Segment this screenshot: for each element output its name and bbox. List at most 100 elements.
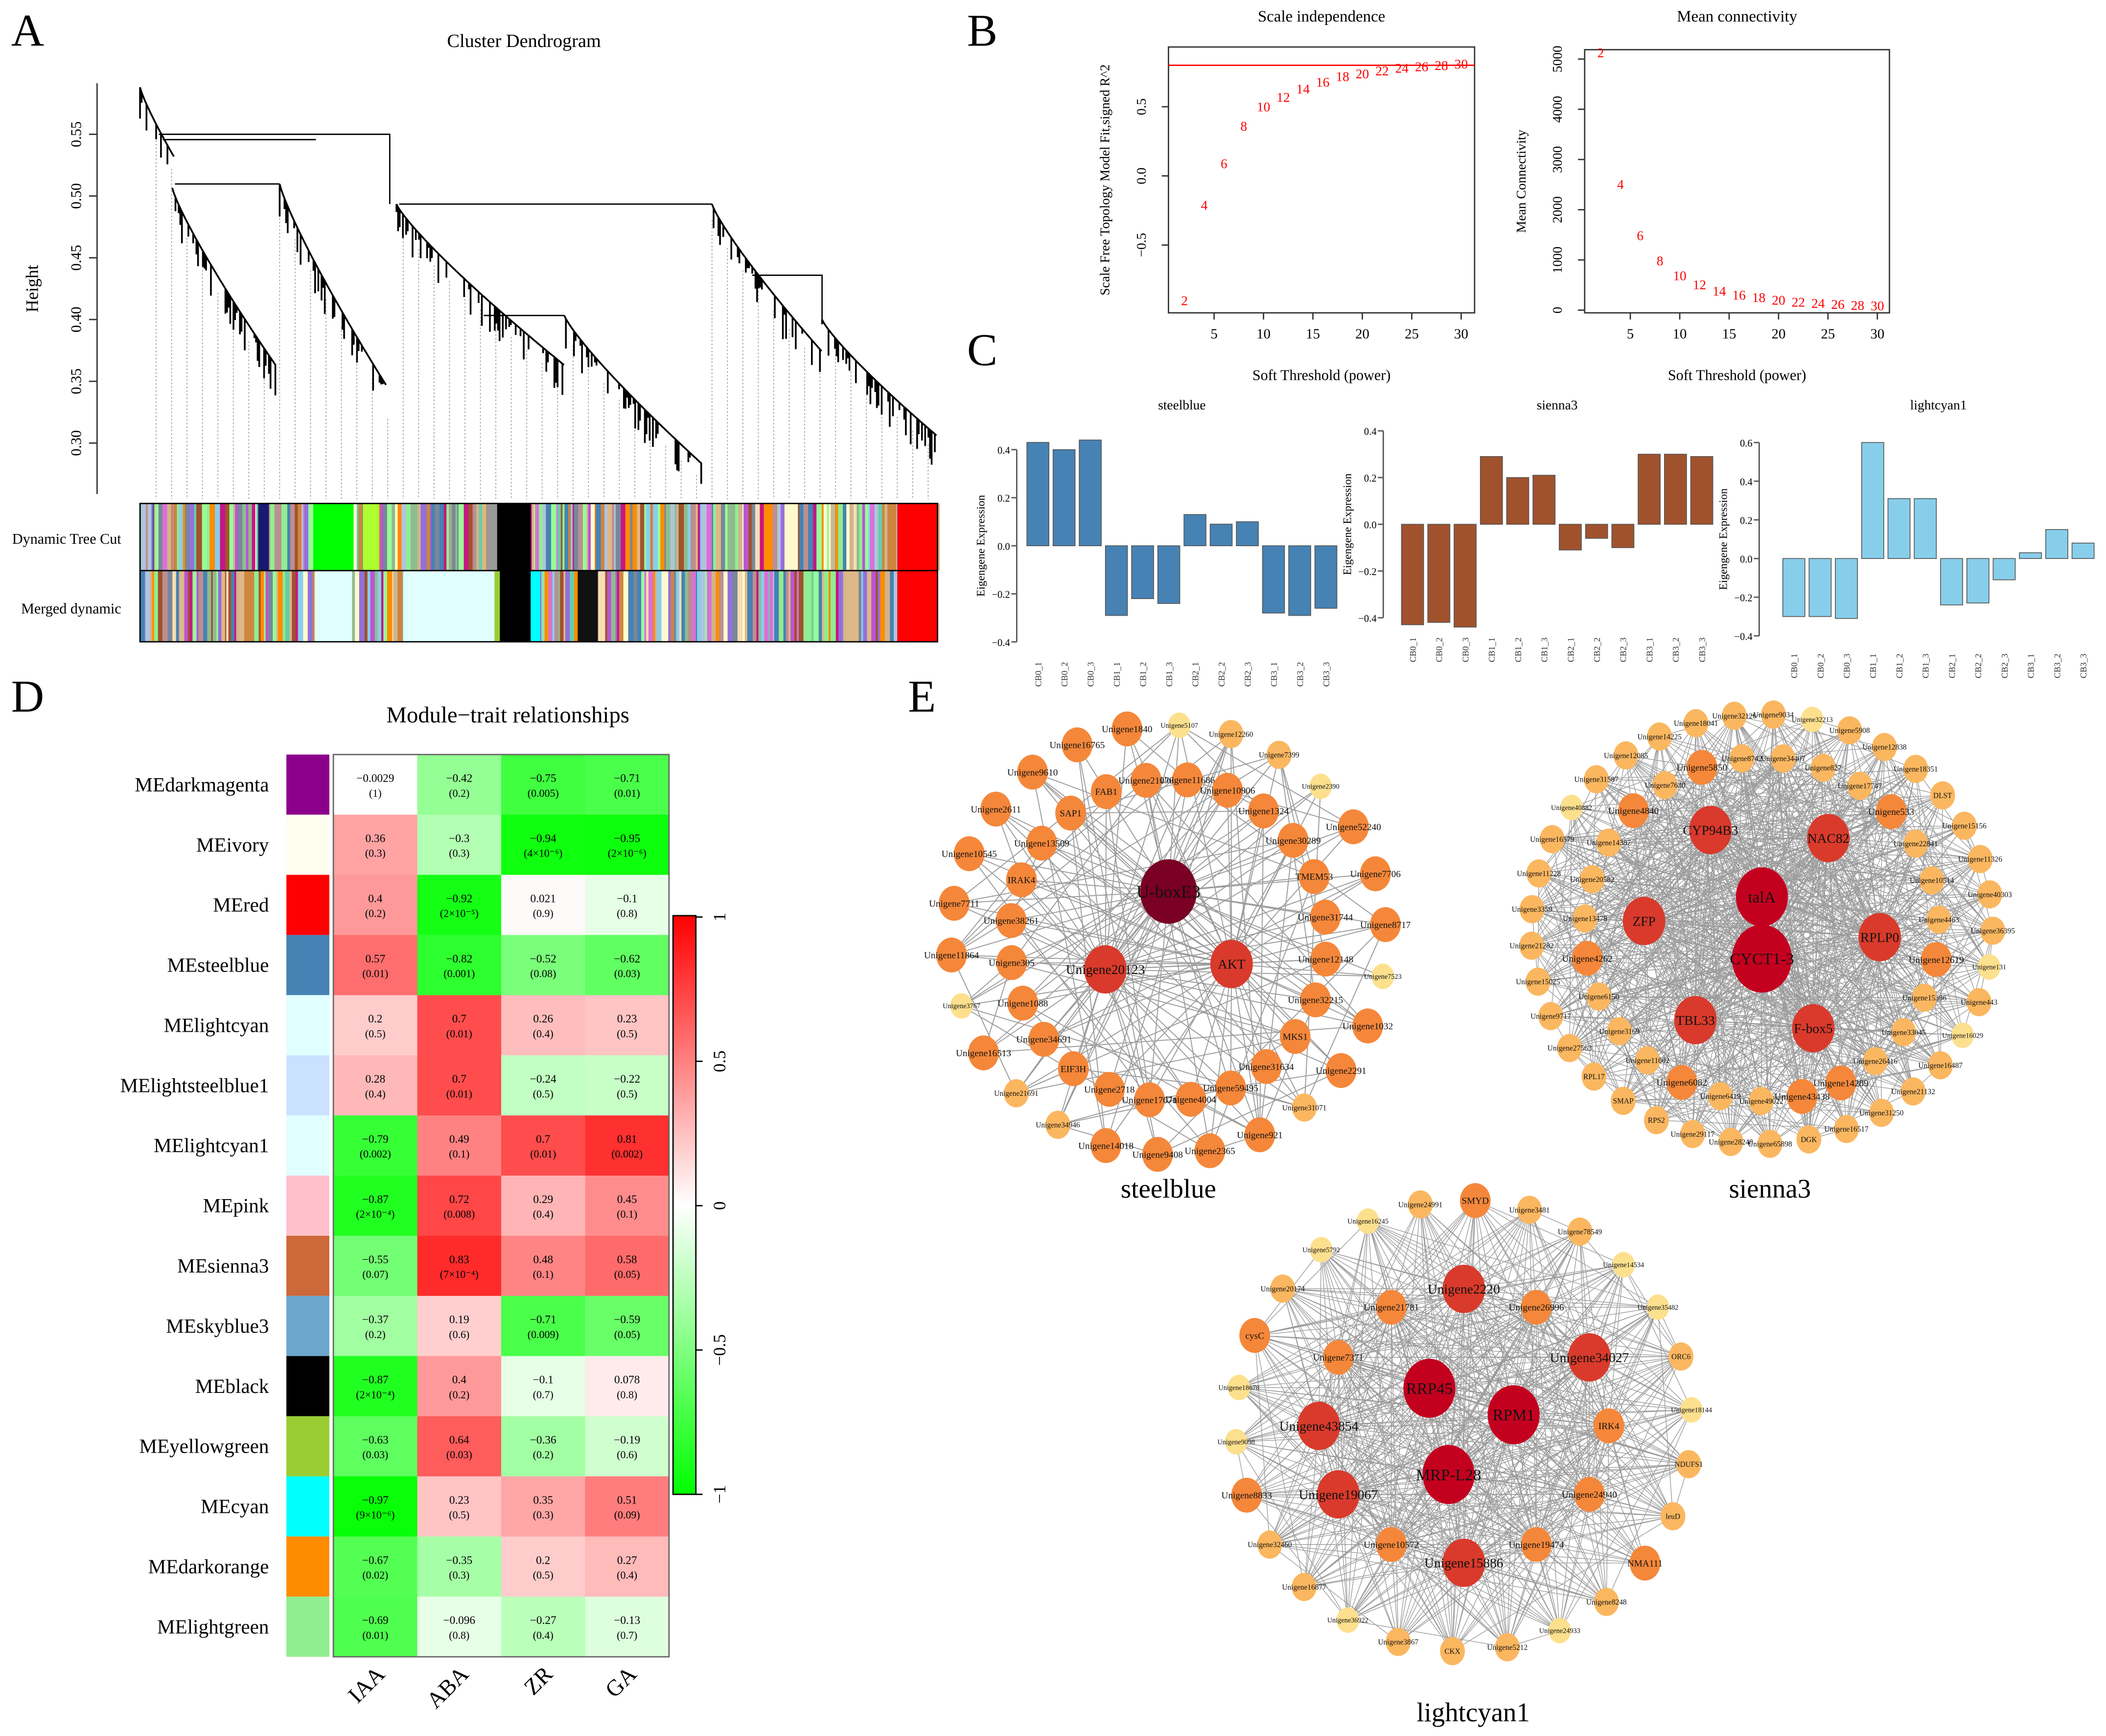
gene-node: CYCT1-3 xyxy=(1730,925,1794,993)
correlation-value: −0.24 xyxy=(530,1073,556,1086)
correlation-value: −0.0029 xyxy=(356,772,394,785)
x-tick-label: 25 xyxy=(1405,326,1419,342)
gene-node-label: Unigene8833 xyxy=(1221,1491,1272,1501)
gene-node: Unigene33045 xyxy=(1881,1018,1926,1046)
gene-node: ZFP xyxy=(1622,897,1666,946)
gene-node: RRP45 xyxy=(1403,1359,1456,1418)
gene-node-label: Unigene10545 xyxy=(942,849,997,859)
module-color-stripe xyxy=(358,503,363,571)
gene-node: Unigene28248 xyxy=(1709,1128,1753,1157)
module-color-stripe xyxy=(533,503,536,571)
module-color-stripe xyxy=(697,503,701,571)
module-color-stripe xyxy=(768,503,773,571)
module-color-stripe xyxy=(231,570,235,642)
module-color-stripe xyxy=(215,503,221,571)
heatmap-cell xyxy=(333,1536,418,1597)
y-tick-label: −0.2 xyxy=(1358,567,1376,578)
module-color-stripe xyxy=(260,570,265,642)
gene-node: Unigene27563 xyxy=(1548,1034,1592,1063)
gene-node-circle xyxy=(1718,1128,1743,1157)
gene-node: FAB1 xyxy=(1090,774,1122,810)
gene-node-circle xyxy=(1611,1087,1636,1115)
correlation-value: 0.19 xyxy=(449,1314,469,1326)
gene-node-label: Unigene14018 xyxy=(1078,1141,1134,1151)
module-color-stripe xyxy=(774,570,780,642)
colorbar-tick-label: 1 xyxy=(710,913,729,922)
gene-node-label: Unigene7706 xyxy=(1350,869,1401,880)
gene-node-circle xyxy=(1676,1450,1701,1479)
p-value: (0.5) xyxy=(365,1027,386,1040)
p-value: (0.6) xyxy=(449,1328,469,1341)
y-tick-label: 5000 xyxy=(1550,46,1565,72)
p-value: (0.5) xyxy=(617,1027,637,1040)
correlation-value: −0.87 xyxy=(362,1193,389,1206)
module-color-stripe xyxy=(570,570,575,642)
category-label: CB3_1 xyxy=(2026,653,2036,678)
gene-node-label: Unigene16765 xyxy=(1049,741,1105,751)
gene-node: Unigene34691 xyxy=(1016,1021,1071,1057)
p-value: (0.2) xyxy=(449,1389,469,1401)
gene-node: Unigene21282 xyxy=(1509,931,1554,960)
gene-node-label: FAB1 xyxy=(1095,787,1117,797)
gene-node: Unigene5908 xyxy=(1829,716,1870,745)
gene-node: Unigene131 xyxy=(1972,954,2006,980)
correlation-value: 0.57 xyxy=(365,952,385,965)
module-color-stripe xyxy=(546,503,552,571)
module-color-stripe xyxy=(184,570,188,642)
gene-node-label: Unigene3481 xyxy=(1509,1206,1550,1214)
gene-node: Unigene31744 xyxy=(1297,900,1353,935)
module-color-stripe xyxy=(254,570,259,642)
correlation-value: 0.49 xyxy=(449,1133,469,1146)
module-color-stripe xyxy=(794,570,798,642)
gene-node: Unigene34946 xyxy=(1036,1111,1080,1139)
module-color-stripe xyxy=(452,503,456,571)
gene-node: Unigene40303 xyxy=(1967,880,2012,909)
p-value: (0.02) xyxy=(362,1569,388,1581)
heatmap-cell xyxy=(333,1476,418,1537)
gene-node-label: Unigene33045 xyxy=(1881,1028,1926,1037)
gene-node: Unigene31587 xyxy=(1574,765,1619,794)
gene-node-label: Unigene21691 xyxy=(994,1089,1038,1098)
gene-node-circle xyxy=(1297,1401,1341,1450)
gene-node-circle xyxy=(1572,941,1603,976)
gene-node: leuD xyxy=(1660,1502,1686,1530)
gene-node-label: cysC xyxy=(1246,1331,1264,1341)
category-label: CB0_1 xyxy=(1033,662,1043,687)
module-color-stripe xyxy=(799,503,804,571)
module-color-stripe xyxy=(455,503,458,571)
gene-node: ORC6 xyxy=(1668,1342,1694,1371)
module-color-stripe xyxy=(167,503,172,571)
gene-node-label: Unigene20123 xyxy=(1066,962,1145,977)
correlation-value: 0.51 xyxy=(617,1494,637,1506)
eigengene-bar-panel: steelblue −0.4 −0.2 0.0 0.2 0.4 Eigengene Expr… xyxy=(975,398,2095,687)
gene-node-circle xyxy=(1666,1065,1697,1100)
gene-node-label: Unigene40882 xyxy=(1551,804,1592,812)
module-color-block xyxy=(897,503,938,571)
gene-node-circle xyxy=(1593,1408,1624,1443)
dendrogram-branch xyxy=(139,87,175,164)
module-color-stripe xyxy=(278,503,282,571)
module-color-stripe xyxy=(690,503,696,571)
gene-node-circle xyxy=(1521,1527,1552,1562)
mean-connectivity-title: Mean connectivity xyxy=(1677,8,1797,25)
gene-node: Unigene18144 xyxy=(1671,1397,1712,1423)
correlation-value: −0.52 xyxy=(530,952,556,965)
gene-node-circle xyxy=(1618,793,1649,829)
x-tick-label: 10 xyxy=(1256,326,1271,342)
dendrogram-branch xyxy=(171,187,277,395)
y-tick-label: −0.4 xyxy=(1734,631,1752,642)
gene-node: Unigene9098 xyxy=(1217,1429,1255,1455)
module-color-stripe xyxy=(387,570,389,642)
gene-node: Unigene6150 xyxy=(1579,982,1620,1011)
module-color-stripe xyxy=(574,570,580,642)
module-color-stripe xyxy=(221,570,226,642)
p-value: (0.4) xyxy=(533,1208,554,1220)
gene-node: Unigene18351 xyxy=(1894,755,1938,783)
module-label: MEsienna3 xyxy=(177,1254,269,1277)
correlation-value: 0.72 xyxy=(449,1193,469,1206)
module-color-stripe xyxy=(827,503,830,571)
dendrogram-branch xyxy=(278,184,387,391)
eigengene-bar xyxy=(1427,524,1451,623)
correlation-value: 0.28 xyxy=(365,1073,385,1086)
gene-node: Unigene9408 xyxy=(1133,1136,1183,1172)
